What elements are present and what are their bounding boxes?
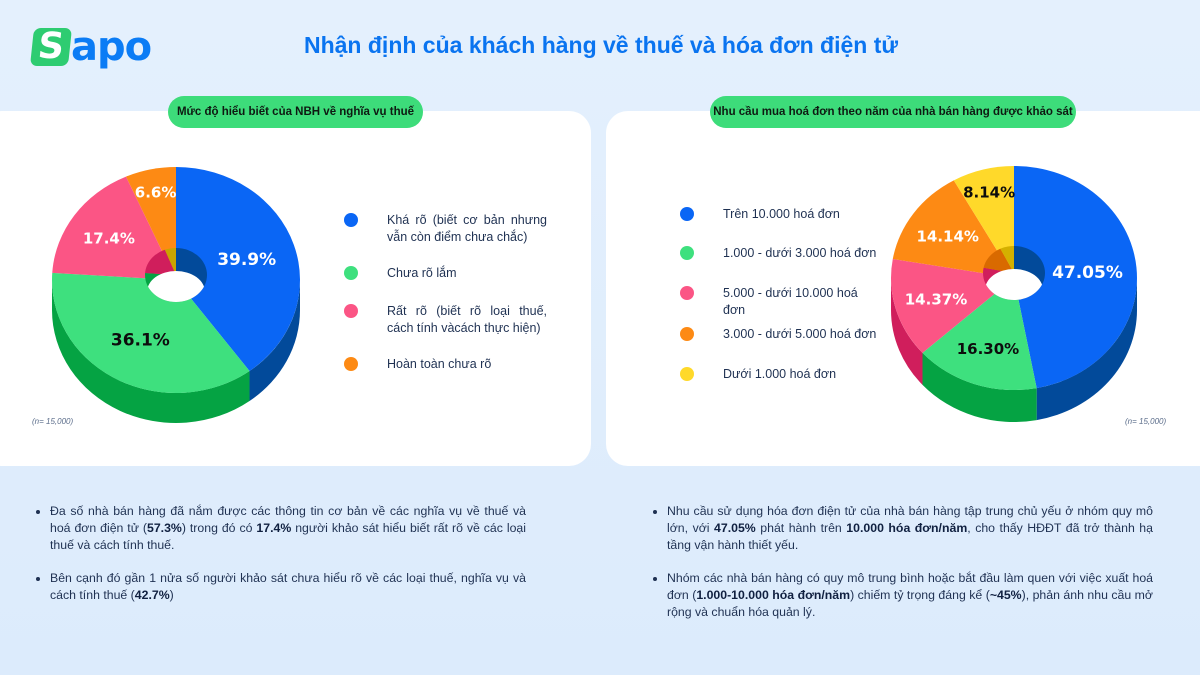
slice-value-label: 17.4% — [83, 229, 135, 247]
legend-item-duoi-1000: Dưới 1.000 hoá đơn — [680, 366, 836, 383]
knowledge-pie-chart: 39.9% 36.1% 17.4% 6.6% — [51, 167, 300, 423]
page-title: Nhận định của khách hàng về thuế và hóa … — [303, 32, 899, 58]
knowledge-insights: Đa số nhà bán hàng đã nắm được các thông… — [36, 503, 526, 620]
legend-dot-green-icon — [344, 266, 358, 280]
pie-slice — [892, 180, 1014, 278]
left-sample-size-note: (n= 15,000) — [32, 417, 74, 426]
pie-slice-side — [249, 280, 300, 401]
pie-slice — [52, 176, 176, 280]
highlight-value: 42.7% — [134, 588, 170, 602]
legend-dot-blue-icon — [680, 207, 694, 221]
invoice-demand-insights: Nhu cầu sử dụng hóa đơn điện tử của nhà … — [653, 503, 1153, 637]
legend-dot-orange-icon — [344, 357, 358, 371]
right-sample-size-note: (n= 15,000) — [1125, 417, 1167, 426]
slice-value-label: 16.30% — [957, 340, 1019, 358]
insight-note: Nhu cầu sử dụng hóa đơn điện tử của nhà … — [653, 503, 1153, 554]
sapo-logo: S apo — [30, 24, 152, 70]
pie-slice — [51, 272, 250, 393]
insight-note: Bên cạnh đó gần 1 nửa số người khảo sát … — [36, 570, 526, 604]
highlight-value: 57.3% — [146, 521, 182, 535]
pie-slice-side — [922, 352, 1037, 423]
donut-hole — [985, 269, 1043, 300]
legend-item-tren-10000: Trên 10.000 hoá đơn — [680, 206, 840, 223]
legend-dot-yellow-icon — [680, 367, 694, 381]
legend-item-kha-ro: Khá rõ (biết cơ bản nhưng vẫn còn điểm c… — [344, 212, 547, 246]
highlight-value: 17.4% — [256, 521, 292, 535]
slice-value-label: 6.6% — [135, 184, 177, 202]
donut-hole — [147, 271, 205, 302]
slice-value-label: 14.14% — [916, 227, 978, 245]
pie-slice-side — [52, 280, 250, 423]
invoice-demand-pie-chart: 47.05% 16.30% 14.37% 14.14% 8.14% — [891, 166, 1138, 423]
legend-dot-orange-icon — [680, 327, 694, 341]
insight-note: Nhóm các nhà bán hàng có quy mô trung bì… — [653, 570, 1153, 621]
legend-dot-pink-icon — [680, 286, 694, 300]
legend-item-5000-10000: 5.000 - dưới 10.000 hoá đơn — [680, 285, 880, 319]
legend-dot-blue-icon — [344, 213, 358, 227]
logo-wordmark: apo — [71, 24, 152, 70]
legend-item-chua-ro-lam: Chưa rõ lắm — [344, 265, 547, 282]
pie-slice-side — [1036, 278, 1137, 421]
legend-dot-green-icon — [680, 246, 694, 260]
legend-item-3000-5000: 3.000 - dưới 5.000 hoá đơn — [680, 326, 876, 343]
highlight-value: 10.000 hóa đơn/năm — [846, 521, 968, 535]
highlight-value: 47.05% — [714, 521, 756, 535]
slice-value-label: 8.14% — [963, 183, 1015, 201]
insight-note: Đa số nhà bán hàng đã nắm được các thông… — [36, 503, 526, 554]
legend-dot-pink-icon — [344, 304, 358, 318]
pie-slice — [1014, 166, 1138, 389]
highlight-value: 1.000-10.000 hóa đơn/năm — [696, 588, 851, 602]
slice-value-label: 47.05% — [1052, 263, 1123, 283]
knowledge-chart-title: Mức độ hiểu biết của NBH về nghĩa vụ thu… — [168, 96, 423, 128]
legend-item-rat-ro: Rất rõ (biết rõ loại thuế, cách tính vàc… — [344, 303, 547, 337]
pie-slice — [891, 258, 1014, 353]
pie-slice-side — [891, 278, 923, 385]
legend-item-1000-3000: 1.000 - dưới 3.000 hoá đơn — [680, 245, 876, 262]
pie-slice — [176, 167, 300, 371]
slice-value-label: 36.1% — [111, 331, 170, 351]
invoice-demand-chart-title: Nhu cầu mua hoá đơn theo năm của nhà bán… — [710, 96, 1076, 128]
pie-slice — [922, 278, 1037, 391]
legend-item-hoan-toan-chua-ro: Hoàn toàn chưa rõ — [344, 356, 547, 373]
slice-value-label: 14.37% — [905, 290, 967, 308]
slice-value-label: 39.9% — [217, 250, 276, 270]
highlight-value: ~45% — [989, 588, 1022, 602]
